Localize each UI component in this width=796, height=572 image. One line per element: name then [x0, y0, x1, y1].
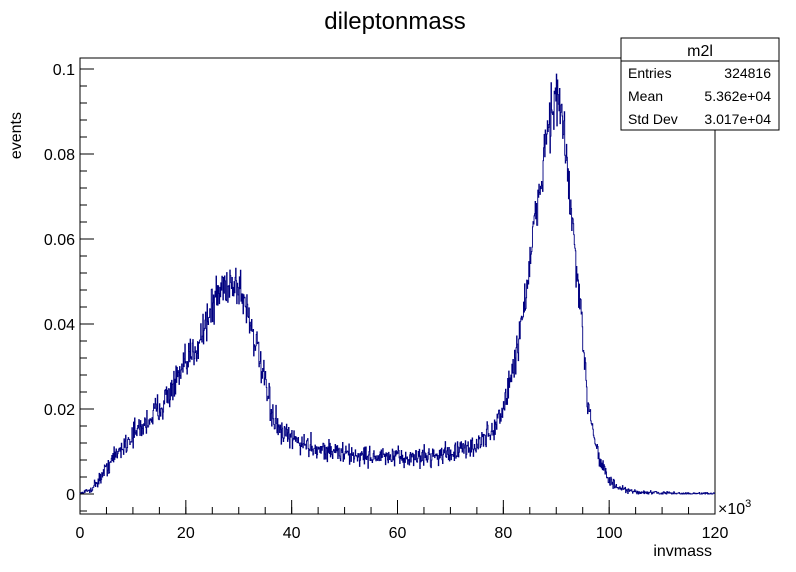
y-tick-label: 0 [66, 487, 75, 504]
y-axis: 0 0.02 0.04 0.06 0.08 0.1 [44, 62, 94, 512]
stats-mean-label: Mean [628, 88, 663, 104]
chart-title: dileptonmass [324, 8, 465, 35]
stats-box: m2l Entries 324816 Mean 5.362e+04 Std De… [620, 37, 780, 131]
x-axis-label: invmass [653, 543, 712, 560]
histogram-series [79, 73, 715, 495]
x-axis-multiplier: ×103 [718, 498, 751, 518]
stats-stddev-value: 3.017e+04 [704, 111, 771, 127]
x-tick-label: 20 [177, 525, 195, 542]
y-tick-label: 0.08 [44, 147, 75, 164]
x-axis: 0 20 40 60 80 100 120 [76, 500, 729, 542]
y-tick-label: 0.06 [44, 232, 75, 249]
x-tick-label: 100 [596, 525, 623, 542]
stats-box-frame [620, 37, 780, 131]
stats-box-title: m2l [687, 43, 713, 60]
stats-stddev-label: Std Dev [628, 111, 678, 127]
stats-mean-value: 5.362e+04 [704, 88, 771, 104]
x-tick-label: 40 [283, 525, 301, 542]
plot-frame [79, 57, 716, 515]
y-tick-label: 0.04 [44, 317, 75, 334]
histogram-line [79, 73, 715, 495]
y-tick-label: 0.02 [44, 402, 75, 419]
x-tick-label: 120 [702, 525, 729, 542]
x-tick-label: 0 [76, 525, 85, 542]
y-axis-label: events [8, 112, 25, 159]
y-tick-label: 0.1 [53, 62, 75, 79]
stats-entries-value: 324816 [724, 65, 771, 81]
x-tick-label: 60 [389, 525, 407, 542]
x-tick-label: 80 [494, 525, 512, 542]
stats-entries-label: Entries [628, 65, 672, 81]
